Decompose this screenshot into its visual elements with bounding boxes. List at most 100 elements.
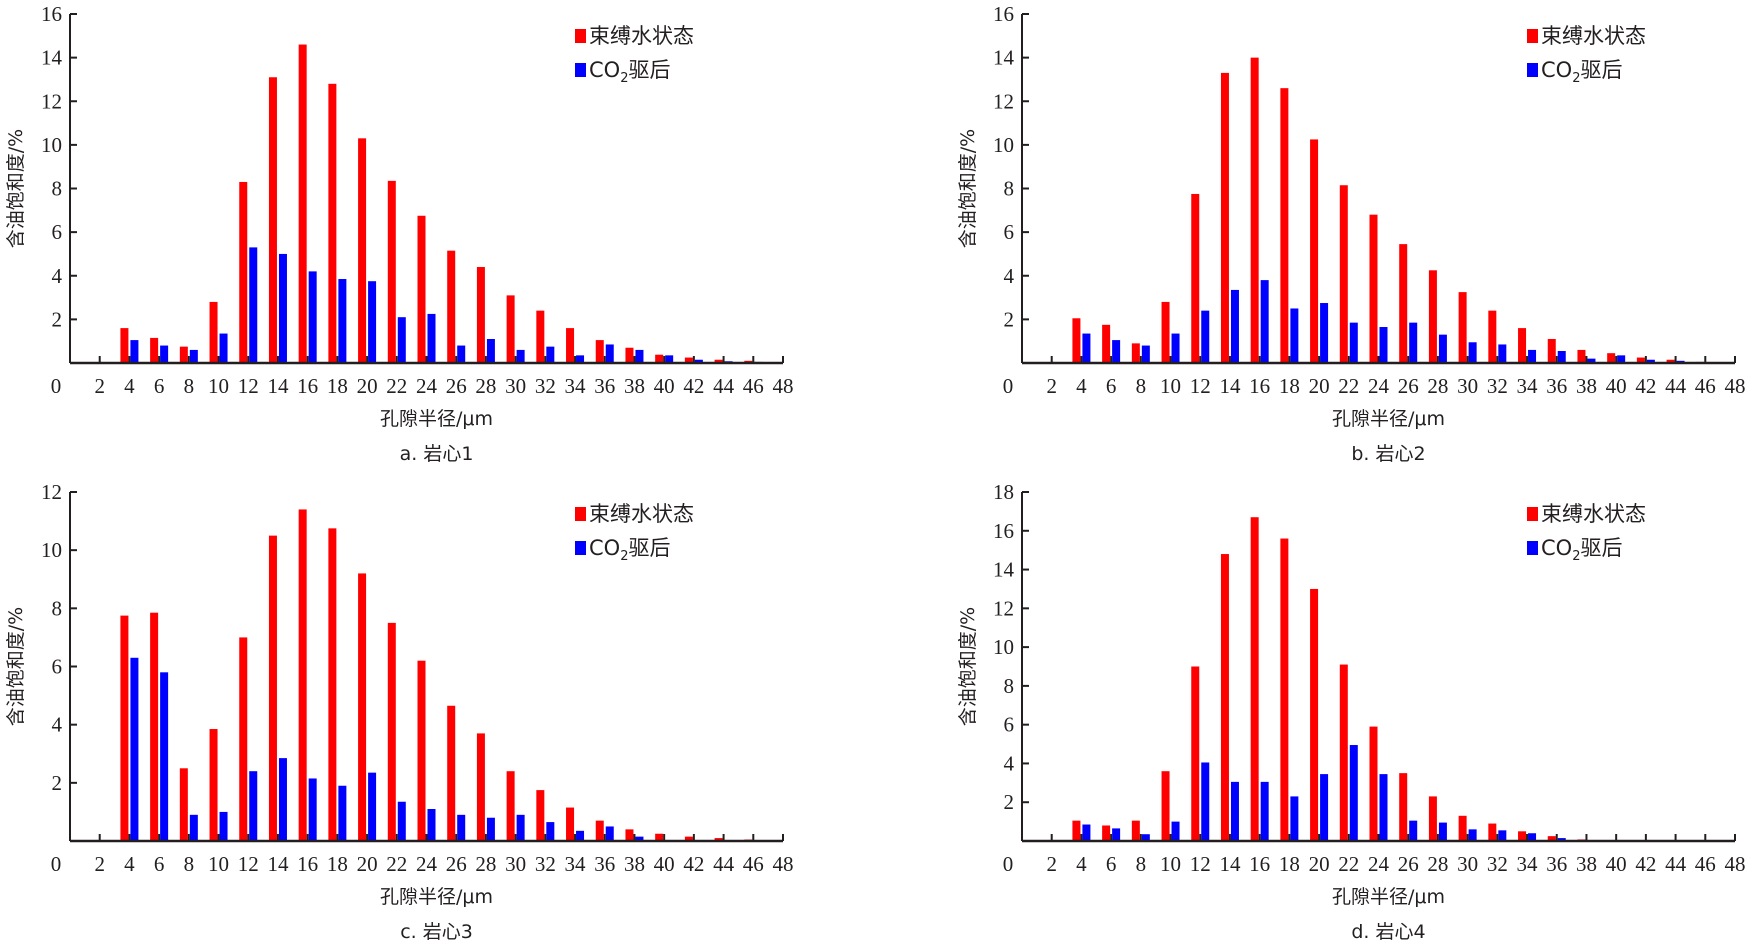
chart-d-bar-s2-26 — [1409, 821, 1417, 841]
chart-b-bar-s1-8 — [1132, 343, 1140, 363]
chart-c-x-tick-label-42: 42 — [683, 852, 704, 876]
legend-co-text: CO — [1541, 536, 1572, 560]
chart-d-bar-s1-10 — [1162, 771, 1170, 841]
chart-c-x-tick-label-40: 40 — [654, 852, 675, 876]
chart-a-bar-s1-18 — [328, 84, 336, 363]
chart-b-x-tick-label-16: 16 — [1249, 374, 1270, 398]
chart-b-bar-s1-10 — [1162, 302, 1170, 363]
chart-a-bar-s2-12 — [249, 247, 257, 363]
chart-c-bar-s2-26 — [457, 815, 465, 841]
chart-b-bar-s1-18 — [1280, 88, 1288, 363]
chart-b-bar-s2-32 — [1498, 344, 1506, 363]
chart-d-x-axis-title: 孔隙半径/μm — [1332, 886, 1445, 908]
chart-b-y-tick-label-12: 12 — [993, 89, 1014, 113]
chart-d-x-tick-label-12: 12 — [1190, 852, 1211, 876]
chart-a-caption: a. 岩心1 — [400, 443, 474, 465]
chart-c-bar-s1-36 — [596, 821, 604, 841]
chart-a-bar-s2-14 — [279, 254, 287, 363]
chart-b-y-tick-label-6: 6 — [1004, 220, 1015, 244]
chart-d-bar-s1-16 — [1251, 517, 1259, 841]
chart-a-bar-s2-32 — [546, 347, 554, 363]
chart-a-y-tick-label-4: 4 — [52, 264, 63, 288]
chart-a-x-tick-label-34: 34 — [565, 374, 587, 398]
chart-b-x-tick-label-20: 20 — [1309, 374, 1330, 398]
chart-a-bar-s2-20 — [368, 281, 376, 363]
legend-tail-text: 驱后 — [1580, 536, 1622, 560]
legend-subscript: 2 — [1572, 549, 1580, 564]
chart-a-bar-s1-16 — [299, 45, 307, 363]
chart-d-bar-s2-28 — [1439, 823, 1447, 841]
chart-a-x-tick-label-2: 2 — [94, 374, 105, 398]
chart-a-bar-s2-6 — [160, 346, 168, 363]
chart-d-bar-s2-12 — [1201, 762, 1209, 841]
chart-a-bar-s2-24 — [428, 314, 436, 363]
chart-c-x-tick-label-34: 34 — [565, 852, 587, 876]
chart-a-x-tick-label-44: 44 — [713, 374, 735, 398]
chart-b-x-tick-label-12: 12 — [1190, 374, 1211, 398]
chart-b-legend-swatch-s2 — [1527, 63, 1538, 77]
chart-a-bar-s1-8 — [180, 347, 188, 363]
chart-a-y-tick-label-8: 8 — [52, 177, 63, 201]
chart-a-x-tick-label-36: 36 — [594, 374, 615, 398]
chart-d-x-tick-label-30: 30 — [1457, 852, 1478, 876]
chart-a-y-tick-label-6: 6 — [52, 220, 63, 244]
chart-c-x-tick-label-32: 32 — [535, 852, 556, 876]
chart-d-bar-s1-12 — [1191, 667, 1199, 842]
chart-d-bar-s1-20 — [1310, 589, 1318, 841]
chart-a-y-tick-label-16: 16 — [41, 2, 62, 26]
chart-d-bar-s1-18 — [1280, 539, 1288, 841]
chart-c-x-tick-label-24: 24 — [416, 852, 438, 876]
chart-c-legend-swatch-s1 — [575, 507, 586, 521]
chart-c-bar-s1-20 — [358, 573, 366, 841]
legend-co-text: CO — [1541, 58, 1572, 82]
chart-a-bar-s2-8 — [190, 350, 198, 363]
chart-a-x-tick-label-24: 24 — [416, 374, 438, 398]
chart-b-bar-s2-36 — [1558, 351, 1566, 363]
chart-c-x-tick-label-46: 46 — [743, 852, 764, 876]
chart-b-x-tick-label-30: 30 — [1457, 374, 1478, 398]
chart-b-legend-label-s1: 束缚水状态 — [1541, 24, 1646, 48]
chart-d-bar-s2-20 — [1320, 774, 1328, 841]
chart-b-x-tick-label-14: 14 — [1219, 374, 1241, 398]
chart-c-x-axis-title: 孔隙半径/μm — [380, 886, 493, 908]
chart-c-x-tick-label-38: 38 — [624, 852, 645, 876]
legend-tail-text: 驱后 — [1580, 58, 1622, 82]
chart-b-x-tick-label-48: 48 — [1725, 374, 1746, 398]
chart-b-x-tick-label-38: 38 — [1576, 374, 1597, 398]
chart-d-bar-s1-26 — [1399, 773, 1407, 841]
chart-b-bar-s1-28 — [1429, 270, 1437, 363]
chart-c-bar-s1-12 — [239, 637, 247, 841]
chart-b-bar-s2-14 — [1231, 290, 1239, 363]
chart-a-bar-s1-24 — [418, 216, 426, 363]
chart-d-y-tick-label-8: 8 — [1004, 674, 1015, 698]
chart-d-bar-s1-24 — [1370, 727, 1378, 841]
chart-b-x-tick-label-0: 0 — [1003, 374, 1014, 398]
chart-b-x-tick-label-10: 10 — [1160, 374, 1181, 398]
chart-b-y-tick-label-16: 16 — [993, 2, 1014, 26]
chart-c-bar-s2-24 — [428, 809, 436, 841]
chart-d-bar-s1-32 — [1488, 824, 1496, 841]
chart-c-x-tick-label-30: 30 — [505, 852, 526, 876]
chart-a-bar-s1-26 — [447, 251, 455, 363]
chart-b-x-tick-label-24: 24 — [1368, 374, 1390, 398]
chart-a-bar-s2-28 — [487, 339, 495, 363]
chart-a-x-tick-label-26: 26 — [446, 374, 467, 398]
chart-d-bar-s1-6 — [1102, 825, 1110, 841]
chart-b-caption: b. 岩心2 — [1351, 443, 1425, 465]
chart-c-bar-s2-22 — [398, 802, 406, 841]
chart-a-bar-s2-4 — [130, 340, 138, 363]
chart-b-y-tick-label-8: 8 — [1004, 177, 1015, 201]
chart-a-bar-s2-16 — [309, 271, 317, 363]
chart-b-x-tick-label-6: 6 — [1106, 374, 1117, 398]
chart-d-bar-s1-4 — [1072, 821, 1080, 841]
chart-a-bar-s1-36 — [596, 340, 604, 363]
chart-c-x-tick-label-16: 16 — [297, 852, 318, 876]
chart-b-x-tick-label-8: 8 — [1136, 374, 1147, 398]
chart-a-bar-s1-10 — [210, 302, 218, 363]
chart-b-y-axis-title: 含油饱和度/% — [957, 129, 979, 248]
chart-b-bar-s1-36 — [1548, 339, 1556, 363]
chart-a-x-tick-label-42: 42 — [683, 374, 704, 398]
chart-b-bar-s1-6 — [1102, 325, 1110, 363]
chart-b-x-tick-label-46: 46 — [1695, 374, 1716, 398]
